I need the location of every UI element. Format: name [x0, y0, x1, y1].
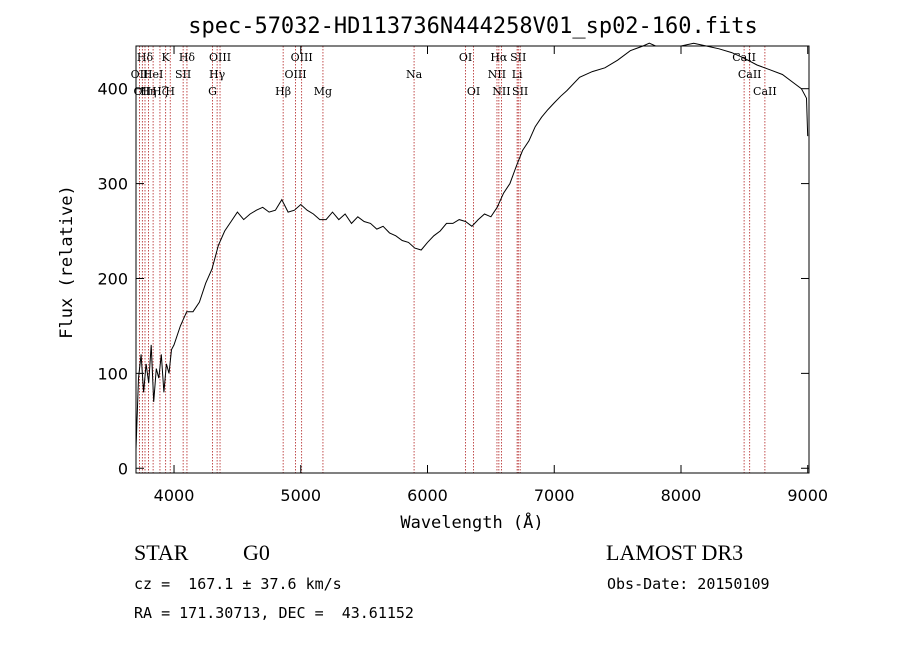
line-label-6731: SII — [512, 85, 528, 98]
line-label-3889: Hζ — [152, 85, 168, 98]
y-tick-label-400: 400 — [97, 80, 128, 99]
line-label-6716: SII — [510, 51, 526, 64]
line-label-3970: H — [165, 85, 175, 98]
plot-frame — [135, 45, 810, 474]
x-tick-label-9000: 9000 — [787, 486, 828, 505]
line-label-5175: Mg — [314, 85, 332, 98]
line-label-3727: OII — [131, 68, 149, 81]
spectral-line-labels: OIIOIIHδHηHeIHζKHSIIHδGHγOIIIHβOIIIOIIIM… — [131, 51, 777, 98]
object-class: STAR — [134, 540, 189, 565]
spectrum-line — [135, 42, 809, 450]
survey-name: LAMOST DR3 — [606, 540, 744, 565]
x-tick-label-4000: 4000 — [154, 486, 195, 505]
x-tick-label-7000: 7000 — [534, 486, 575, 505]
object-subclass: G0 — [243, 540, 270, 565]
line-label-3934: K — [162, 51, 171, 64]
y-tick-label-200: 200 — [97, 269, 128, 288]
x-tick-label-8000: 8000 — [661, 486, 702, 505]
line-label-3798: Hη — [140, 85, 156, 98]
line-label-6548: NII — [488, 68, 506, 81]
y-axis-ticks: 0 100 200 300 400 — [97, 80, 809, 478]
redshift-value: cz = 167.1 ± 37.6 km/s — [134, 575, 342, 593]
y-axis-label: Flux (relative) — [57, 185, 77, 339]
line-label-6300: OI — [459, 51, 472, 64]
line-label-6583: NII — [492, 85, 510, 98]
line-label-4363: OIII — [209, 51, 231, 64]
y-tick-label-100: 100 — [97, 364, 128, 383]
line-label-5894: Na — [406, 68, 423, 81]
line-label-4861: Hβ — [275, 85, 291, 98]
line-label-5007: OIII — [291, 51, 313, 64]
y-tick-label-300: 300 — [97, 175, 128, 194]
line-label-4072: SII — [175, 68, 191, 81]
y-tick-label-0: 0 — [118, 459, 128, 478]
line-label-4102: Hδ — [179, 51, 196, 64]
x-axis-ticks: 4000 5000 6000 7000 8000 9000 — [154, 46, 828, 505]
x-tick-label-6000: 6000 — [407, 486, 448, 505]
chart-title: spec-57032-HD113736N444258V01_sp02-160.f… — [188, 14, 758, 39]
line-label-8542: CaII — [738, 68, 762, 81]
line-label-4304: G — [208, 85, 217, 98]
x-tick-label-5000: 5000 — [280, 486, 321, 505]
line-label-8662: CaII — [753, 85, 777, 98]
line-label-3835: HeI — [143, 68, 163, 81]
line-label-6707: Li — [512, 68, 523, 81]
obs-date: Obs-Date: 20150109 — [607, 575, 770, 593]
x-axis-label: Wavelength (Å) — [400, 511, 543, 533]
line-label-3771: Hδ — [137, 51, 154, 64]
line-label-4959: OIII — [285, 68, 307, 81]
line-label-6563: Hα — [490, 51, 508, 64]
line-label-6363: OI — [467, 85, 480, 98]
coordinates: RA = 171.30713, DEC = 43.61152 — [134, 604, 414, 622]
spectral-line-markers — [139, 46, 766, 473]
line-label-4340: Hγ — [209, 68, 226, 81]
